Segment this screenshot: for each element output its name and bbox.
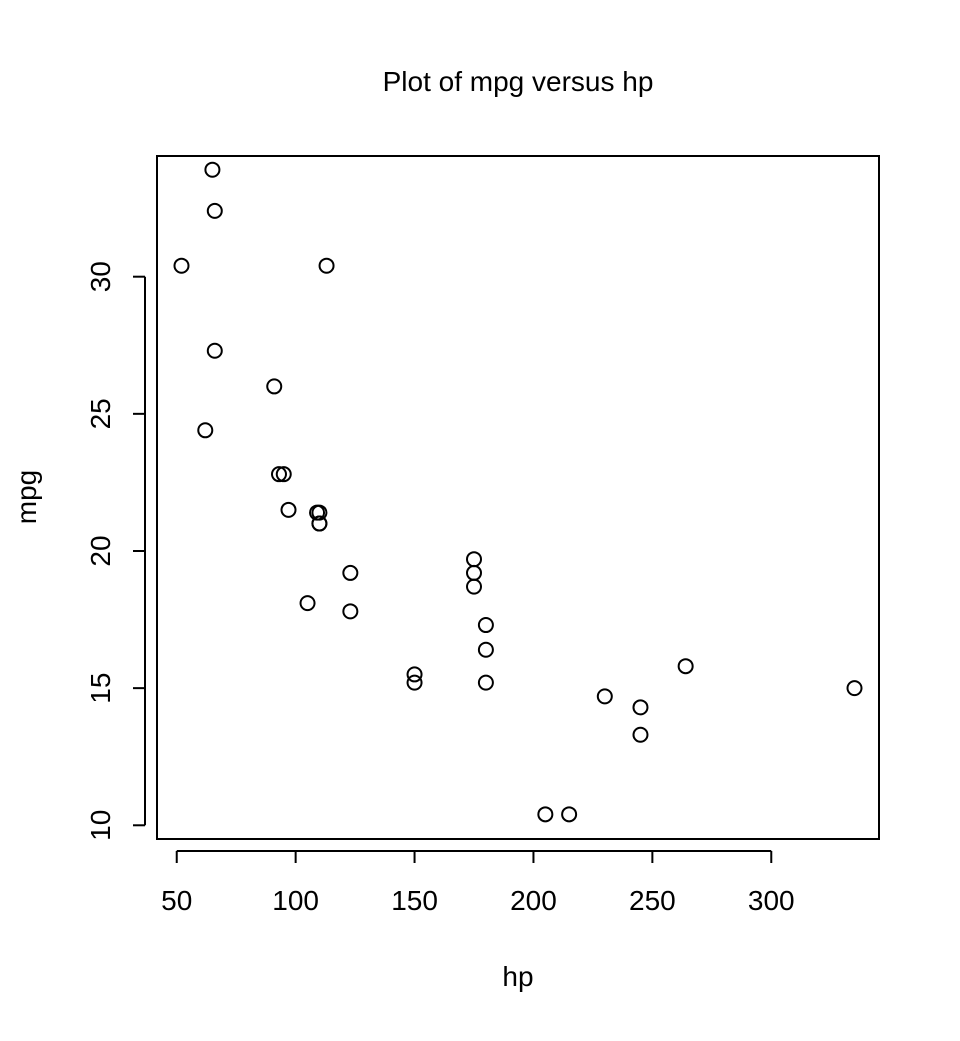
data-point: [406, 674, 423, 691]
data-point: [280, 501, 297, 518]
data-point: [318, 257, 335, 274]
x-axis: 50 100 150 200 250 300: [161, 850, 795, 916]
data-point: [299, 595, 316, 612]
data-point: [561, 806, 578, 823]
x-tick-label: 100: [272, 885, 319, 916]
y-tick-label: 10: [85, 810, 116, 841]
data-point: [266, 378, 283, 395]
data-point: [466, 551, 483, 568]
data-point: [206, 202, 223, 219]
data-point: [632, 726, 649, 743]
data-point: [537, 806, 554, 823]
plot-frame: [156, 155, 880, 840]
y-tick-label: 25: [85, 398, 116, 429]
data-point: [204, 161, 221, 178]
data-point: [173, 257, 190, 274]
y-tick-label: 30: [85, 261, 116, 292]
y-tick-label: 15: [85, 673, 116, 704]
data-point: [677, 658, 694, 675]
chart-title: Plot of mpg versus hp: [383, 66, 654, 97]
x-tick-label: 200: [510, 885, 557, 916]
data-point: [206, 342, 223, 359]
x-tick-label: 50: [161, 885, 192, 916]
data-point: [477, 641, 494, 658]
data-point: [342, 564, 359, 581]
x-tick-label: 250: [629, 885, 676, 916]
data-point: [596, 688, 613, 705]
data-point: [342, 603, 359, 620]
y-axis: 10 15 20 25 30: [85, 261, 146, 841]
data-point: [477, 674, 494, 691]
x-axis-label: hp: [502, 961, 533, 992]
x-tick-label: 300: [748, 885, 795, 916]
data-point: [406, 666, 423, 683]
data-point: [466, 578, 483, 595]
y-tick-label: 20: [85, 535, 116, 566]
data-point: [309, 504, 326, 521]
data-point: [477, 617, 494, 634]
y-axis-label: mpg: [11, 470, 42, 524]
data-point: [466, 564, 483, 581]
data-points: [173, 161, 863, 823]
data-point: [311, 515, 328, 532]
x-tick-label: 150: [391, 885, 438, 916]
data-point: [632, 699, 649, 716]
data-point: [197, 422, 214, 439]
data-point: [270, 466, 287, 483]
data-point: [846, 680, 863, 697]
data-point: [275, 466, 292, 483]
